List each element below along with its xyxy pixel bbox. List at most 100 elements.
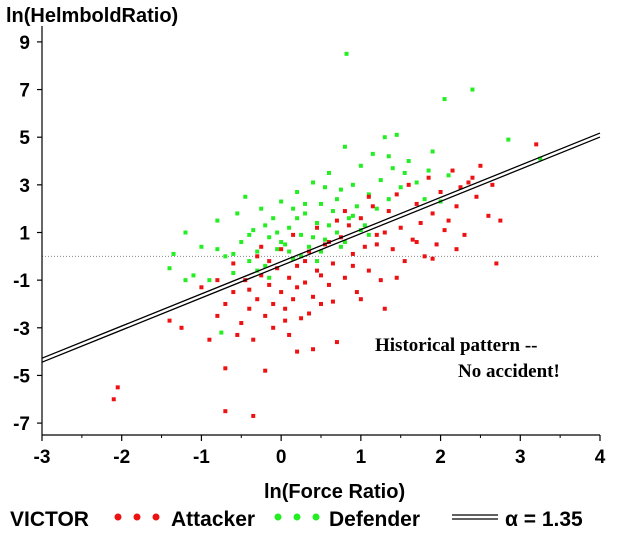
defender-point	[287, 225, 292, 230]
attacker-point	[263, 313, 268, 318]
attacker-point	[279, 247, 284, 252]
defender-point	[251, 228, 256, 233]
defender-point	[247, 232, 252, 237]
attacker-point	[474, 194, 479, 199]
attacker-point	[115, 385, 120, 390]
attacker-point	[342, 275, 347, 280]
attacker-point	[430, 211, 435, 216]
defender-point	[267, 235, 272, 240]
attacker-point	[303, 259, 308, 264]
defender-point	[394, 132, 399, 137]
defender-point	[311, 235, 316, 240]
attacker-point	[319, 301, 323, 306]
defender-point	[374, 206, 379, 211]
defender-point	[382, 135, 387, 140]
attacker-point	[307, 249, 312, 254]
defender-point	[470, 87, 475, 92]
defender-point	[207, 278, 212, 283]
annotation-line-1: Historical pattern --	[375, 335, 538, 356]
defender-point	[307, 244, 312, 249]
defender-point	[386, 197, 391, 202]
defender-point	[259, 206, 264, 211]
attacker-point	[350, 251, 355, 256]
attacker-point	[267, 282, 272, 287]
defender-point	[322, 237, 327, 242]
x-tick-label: 1	[356, 447, 367, 468]
data-points	[111, 51, 543, 418]
defender-point	[183, 278, 188, 283]
defender-point	[406, 159, 411, 164]
attacker-point	[263, 368, 268, 373]
fit-line	[41, 132, 601, 363]
attacker-point	[378, 278, 383, 283]
x-tick-label: 3	[515, 447, 526, 468]
defender-point	[255, 249, 260, 254]
legend-defender-dot	[312, 513, 320, 521]
defender-point	[279, 240, 284, 245]
attacker-point	[330, 261, 335, 266]
attacker-point	[470, 175, 475, 180]
defender-point	[315, 259, 320, 264]
defender-point	[386, 154, 391, 159]
defender-point	[390, 166, 395, 171]
defender-point	[171, 251, 176, 256]
attacker-point	[422, 254, 427, 259]
attacker-point	[295, 285, 300, 290]
defender-point	[402, 170, 407, 175]
attacker-point	[271, 325, 276, 330]
defender-point	[330, 209, 335, 214]
legend: VICTOR Attacker Defender α = 1.35	[10, 508, 583, 531]
attacker-point	[295, 263, 300, 268]
attacker-point	[179, 325, 184, 330]
defender-point	[322, 185, 327, 190]
defender-point	[426, 168, 431, 173]
attacker-point	[450, 168, 455, 173]
attacker-point	[498, 218, 503, 223]
attacker-point	[167, 318, 172, 323]
defender-point	[299, 254, 304, 259]
attacker-point	[330, 299, 335, 304]
defender-point	[263, 263, 268, 268]
defender-point	[271, 216, 276, 221]
attacker-point	[430, 256, 435, 261]
y-tick-label: 7	[19, 81, 30, 102]
defender-point	[538, 156, 543, 161]
defender-point	[267, 275, 272, 280]
attacker-point	[394, 192, 399, 197]
attacker-point	[406, 182, 411, 187]
attacker-point	[434, 242, 439, 247]
attacker-point	[410, 237, 415, 242]
attacker-point	[334, 218, 339, 223]
annotation-line-2: No accident!	[458, 361, 560, 382]
defender-point	[215, 218, 220, 223]
attacker-point	[311, 347, 316, 352]
attacker-point	[251, 413, 256, 418]
attacker-point	[311, 294, 316, 299]
defender-point	[231, 251, 236, 256]
attacker-point	[370, 204, 375, 209]
legend-line-marker	[452, 514, 498, 520]
defender-point	[279, 199, 284, 204]
y-tick-label: -3	[13, 319, 30, 340]
attacker-point	[215, 278, 220, 283]
legend-attacker-dot	[152, 513, 160, 521]
attacker-point	[287, 275, 292, 280]
attacker-point	[259, 244, 264, 249]
defender-point	[358, 163, 363, 168]
attacker-point	[366, 194, 371, 199]
defender-point	[334, 230, 339, 235]
legend-attacker-dot	[133, 513, 141, 521]
defender-point	[303, 211, 308, 216]
attacker-point	[394, 275, 399, 280]
defender-point	[219, 330, 224, 335]
legend-attacker-label: Attacker	[171, 508, 255, 531]
attacker-point	[454, 247, 459, 252]
attacker-point	[111, 397, 116, 402]
attacker-point	[382, 230, 387, 235]
legend-defender-dot	[274, 513, 282, 521]
legend-attacker-marker	[114, 513, 160, 521]
attacker-point	[199, 285, 204, 290]
x-tick-label: -2	[113, 447, 130, 468]
attacker-point	[414, 240, 419, 245]
legend-defender-dot	[293, 513, 301, 521]
